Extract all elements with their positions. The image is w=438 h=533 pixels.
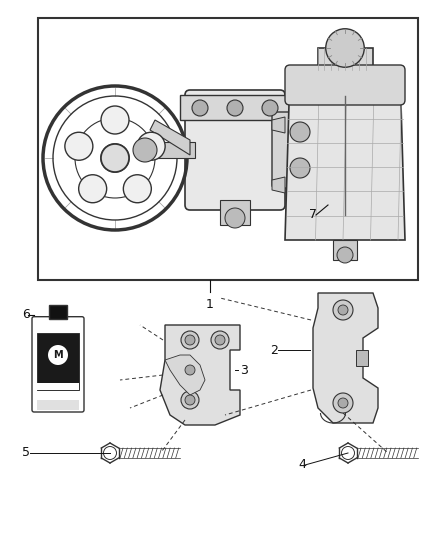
Polygon shape	[272, 177, 285, 193]
Polygon shape	[272, 117, 285, 133]
Circle shape	[181, 391, 199, 409]
Circle shape	[65, 132, 93, 160]
Circle shape	[124, 175, 152, 203]
Circle shape	[79, 175, 107, 203]
Bar	[37, 383, 79, 390]
FancyBboxPatch shape	[272, 112, 318, 188]
Circle shape	[211, 331, 229, 349]
Text: 6: 6	[22, 309, 30, 321]
Bar	[145, 142, 195, 158]
FancyBboxPatch shape	[285, 65, 405, 105]
Circle shape	[192, 100, 208, 116]
Bar	[37, 333, 79, 390]
Circle shape	[137, 132, 165, 160]
Polygon shape	[150, 120, 190, 155]
FancyBboxPatch shape	[32, 317, 84, 412]
Circle shape	[338, 398, 348, 408]
Circle shape	[215, 335, 225, 345]
Polygon shape	[285, 70, 405, 240]
Circle shape	[185, 395, 195, 405]
Circle shape	[290, 158, 310, 178]
Text: M: M	[53, 350, 63, 360]
Circle shape	[326, 29, 364, 67]
Bar	[38, 18, 418, 280]
Circle shape	[185, 335, 195, 345]
Bar	[49, 305, 67, 319]
FancyBboxPatch shape	[185, 90, 285, 210]
Circle shape	[333, 300, 353, 320]
Bar	[220, 200, 250, 225]
Circle shape	[227, 100, 243, 116]
Circle shape	[101, 144, 129, 172]
Circle shape	[185, 365, 195, 375]
Text: 4: 4	[298, 458, 306, 472]
Polygon shape	[165, 355, 205, 395]
Bar	[37, 400, 79, 410]
Circle shape	[133, 138, 157, 162]
Circle shape	[333, 393, 353, 413]
Circle shape	[181, 361, 199, 379]
Bar	[333, 240, 357, 260]
Circle shape	[262, 100, 278, 116]
Text: 1: 1	[206, 297, 214, 311]
Text: 3: 3	[240, 364, 248, 376]
Bar	[180, 95, 290, 120]
Circle shape	[48, 345, 68, 365]
Text: 2: 2	[270, 343, 278, 357]
Circle shape	[181, 331, 199, 349]
Text: 5: 5	[22, 447, 30, 459]
Bar	[37, 392, 79, 400]
Circle shape	[101, 106, 129, 134]
Circle shape	[338, 305, 348, 315]
Text: 7: 7	[309, 208, 317, 222]
Circle shape	[290, 122, 310, 142]
Circle shape	[337, 247, 353, 263]
Polygon shape	[160, 325, 240, 425]
Circle shape	[225, 208, 245, 228]
Bar	[318, 48, 372, 70]
Bar	[356, 350, 368, 366]
Polygon shape	[313, 293, 378, 423]
